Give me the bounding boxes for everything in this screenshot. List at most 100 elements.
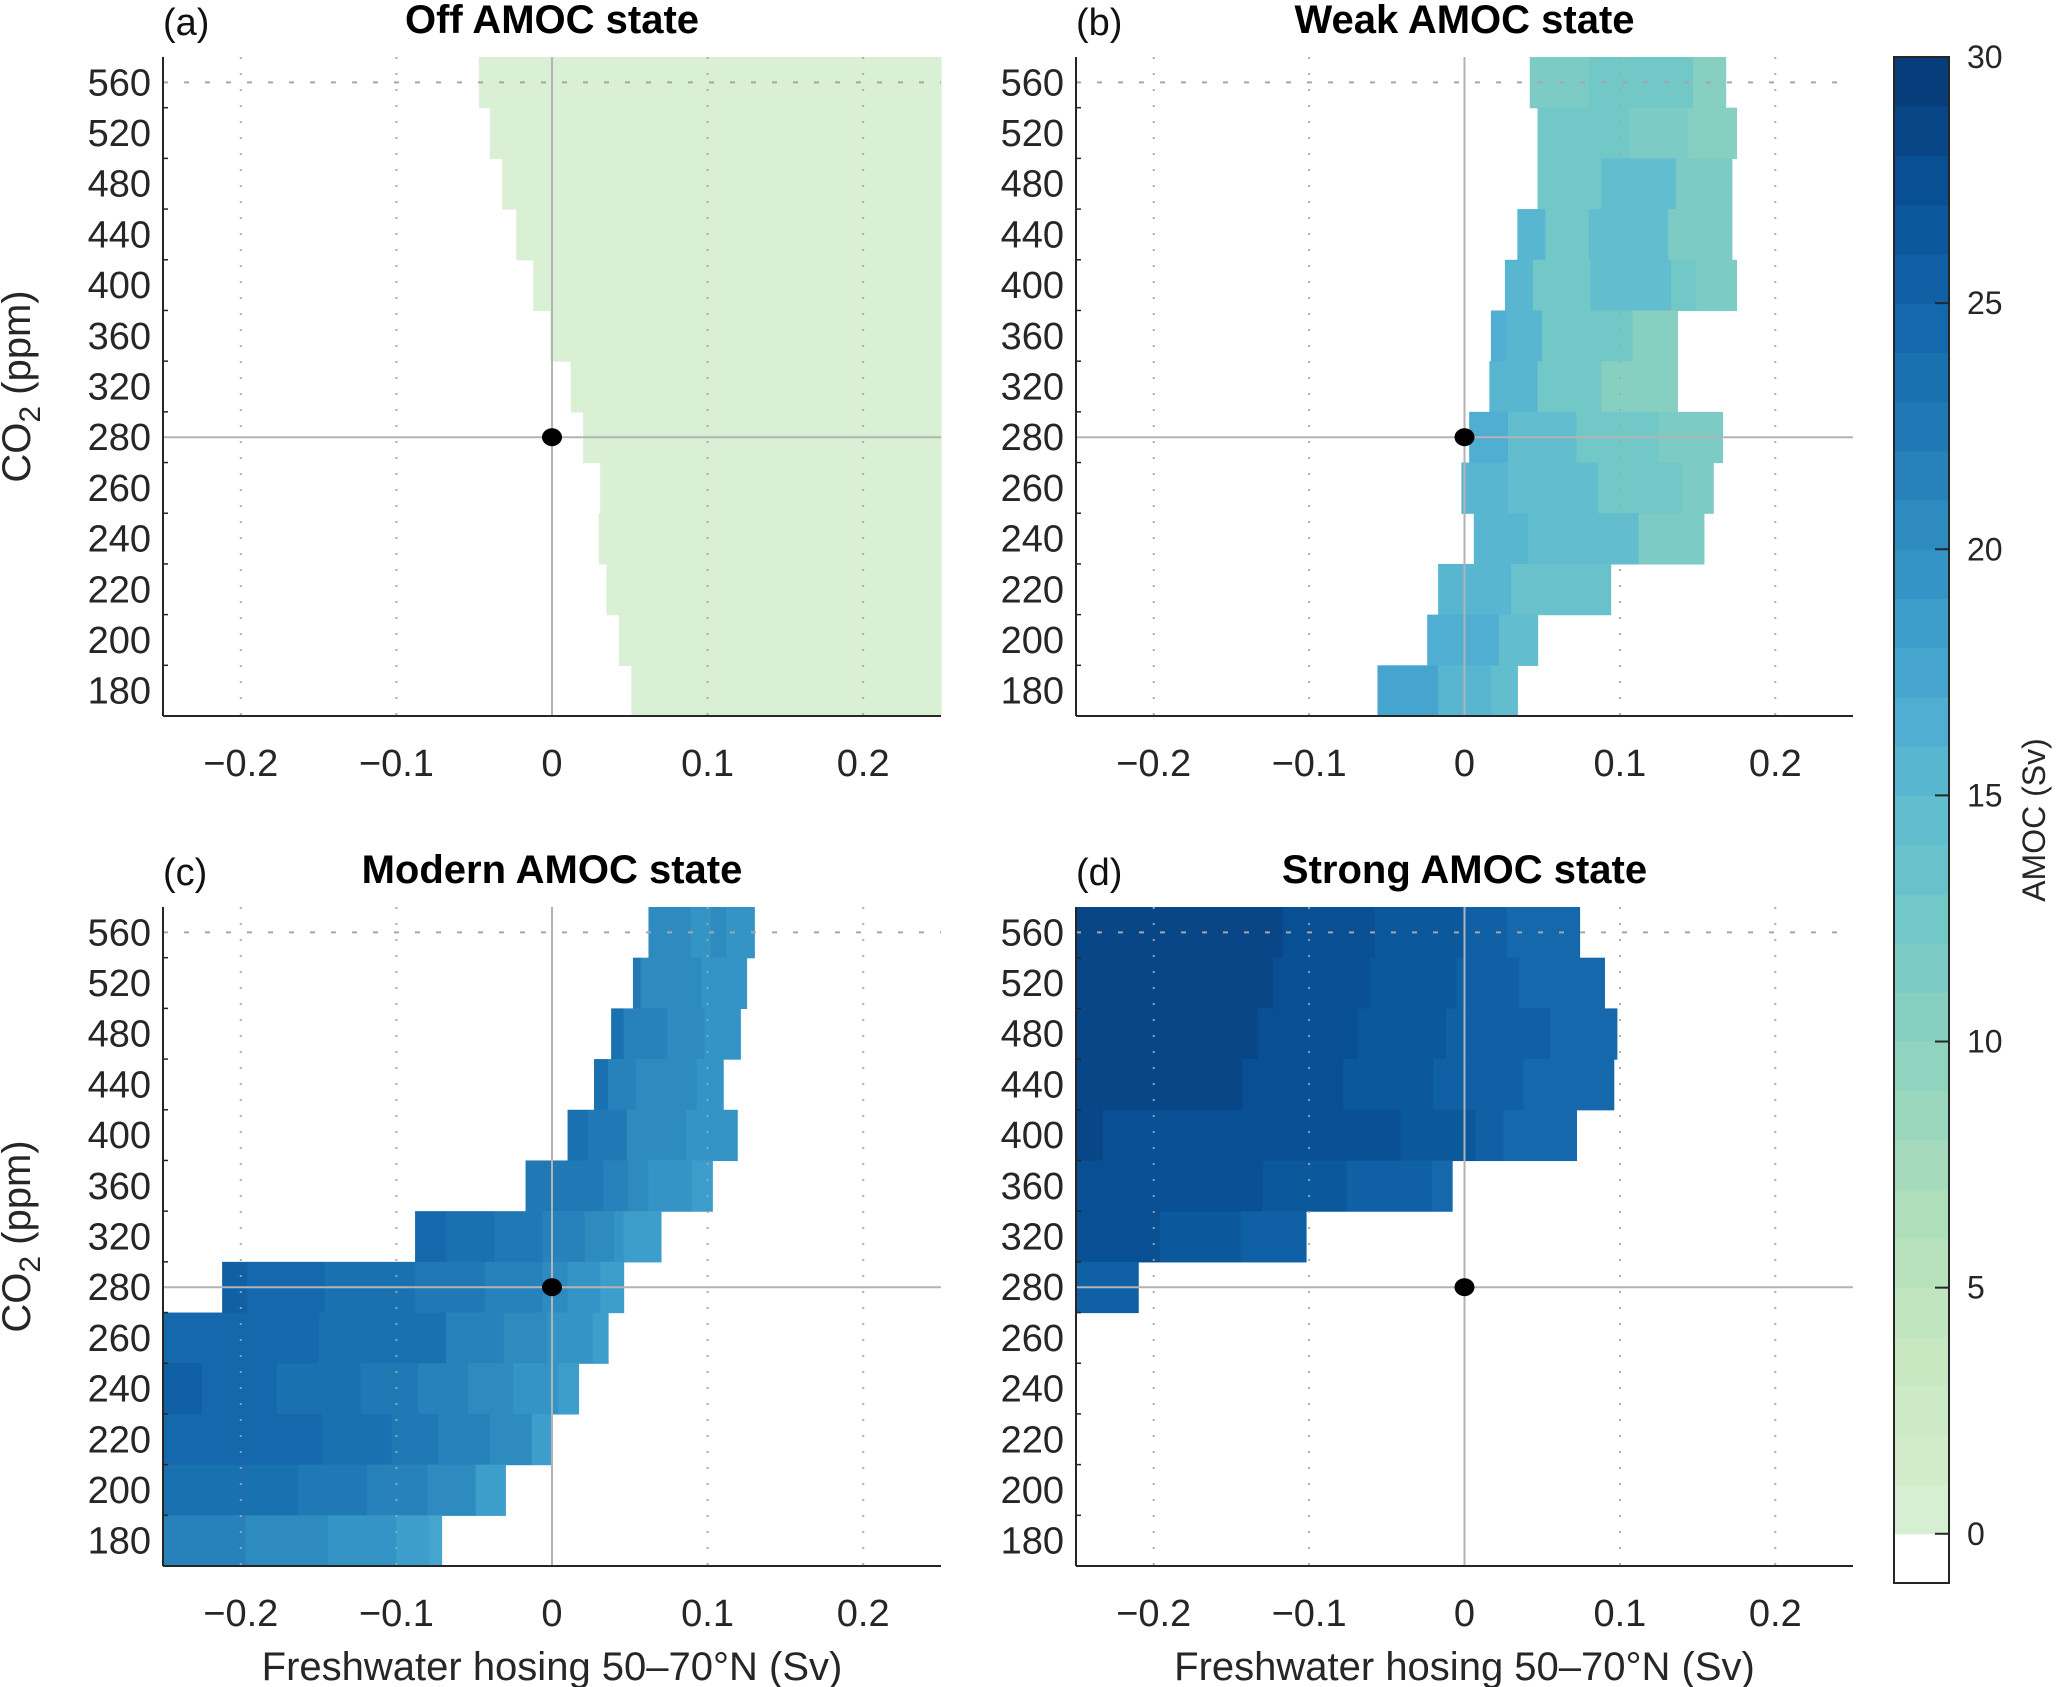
heatmap-cell <box>660 1109 687 1162</box>
heatmap-cell <box>608 1059 637 1111</box>
heatmap-cell <box>1369 957 1458 1009</box>
y-tick-label: 200 <box>88 1470 151 1512</box>
heatmap-cell <box>1559 957 1605 1009</box>
y-tick-label: 440 <box>1001 1064 1064 1106</box>
heatmap-cell <box>628 1160 650 1212</box>
panel-title: Weak AMOC state <box>1294 0 1634 42</box>
y-tick-label: 220 <box>88 569 151 611</box>
colorbar-tick-label: 5 <box>1967 1270 1985 1306</box>
heatmap-cell <box>360 1363 419 1415</box>
heatmap-cell <box>1629 107 1689 159</box>
heatmap-cell <box>503 1312 548 1364</box>
heatmap-cell <box>1076 957 1274 1009</box>
heatmap-cell <box>542 1211 586 1263</box>
heatmap-cell <box>494 1211 544 1263</box>
heatmap-cell <box>1456 957 1520 1009</box>
colorbar-tick-label: 15 <box>1967 777 2003 813</box>
colorbar-bin <box>1894 746 1949 796</box>
heatmap-cell <box>1076 1160 1144 1212</box>
heatmap-cell <box>163 1413 239 1466</box>
heatmap-cell <box>1668 209 1733 261</box>
y-tick-label: 520 <box>88 113 151 155</box>
heatmap-cell <box>388 1312 447 1364</box>
heatmap-cell <box>1688 107 1738 159</box>
colorbar-bin <box>1894 1287 1949 1338</box>
colorbar-bin <box>1894 450 1949 501</box>
heatmap-cell <box>1498 1059 1525 1111</box>
colorbar-bin <box>1894 106 1949 156</box>
heatmap-cell <box>531 1413 553 1466</box>
x-tick-label: −0.1 <box>359 743 434 785</box>
y-axis-label-unit: (ppm) <box>0 290 39 406</box>
heatmap-cell <box>1473 513 1529 565</box>
heatmap-cell <box>489 1413 533 1466</box>
heatmap-cell <box>1343 1059 1435 1111</box>
colorbar-bin <box>1894 1484 1949 1535</box>
heatmap-cell <box>558 1363 580 1415</box>
x-tick-label: −0.1 <box>1272 1593 1347 1635</box>
heatmap-cell <box>1588 209 1669 261</box>
x-tick-label: −0.1 <box>359 1593 434 1635</box>
heatmap-cell <box>418 1363 469 1415</box>
heatmap-cell <box>366 1464 429 1516</box>
x-tick-label: −0.1 <box>1272 743 1347 785</box>
heatmap-cell <box>225 1464 299 1516</box>
y-axis-label-subscript: 2 <box>14 406 47 423</box>
colorbar-bin <box>1894 1386 1949 1436</box>
y-tick-label: 440 <box>1001 214 1064 256</box>
colorbar-bin <box>1894 303 1949 353</box>
y-tick-label: 320 <box>88 1217 151 1259</box>
y-tick-label: 200 <box>88 620 151 662</box>
heatmap-cell <box>1528 513 1640 565</box>
panel-label: (a) <box>163 2 209 44</box>
y-tick-label: 200 <box>1001 1470 1064 1512</box>
x-tick-label: −0.2 <box>203 1593 278 1635</box>
y-tick-label: 280 <box>1001 417 1064 459</box>
y-axis-label-subscript: 2 <box>14 1256 47 1273</box>
y-tick-label: 180 <box>1001 671 1064 713</box>
heatmap-cell <box>1489 361 1539 413</box>
heatmap-cell <box>1427 614 1500 666</box>
heatmap-cell <box>1438 563 1512 616</box>
reference-point-marker <box>1454 1278 1475 1297</box>
x-tick-label: 0 <box>541 1593 562 1635</box>
y-axis-label-unit: (ppm) <box>0 1140 39 1256</box>
heatmap-cell <box>626 1109 662 1162</box>
heatmap-cell <box>715 957 748 1009</box>
heatmap-cell <box>1601 361 1678 413</box>
heatmap-cell <box>547 1312 594 1364</box>
y-tick-label: 260 <box>1001 1318 1064 1360</box>
x-tick-label: −0.2 <box>203 743 278 785</box>
colorbar-bin <box>1894 1336 1949 1387</box>
heatmap-cell <box>1545 209 1590 261</box>
heatmap-cell <box>1512 1008 1551 1060</box>
heatmap-cell <box>1537 361 1602 413</box>
y-tick-label: 400 <box>1001 265 1064 307</box>
colorbar-bin <box>1894 1189 1949 1239</box>
heatmap-cell <box>1346 1160 1433 1212</box>
heatmap-cell <box>611 1008 625 1060</box>
colorbar-bin <box>1894 795 1949 846</box>
y-tick-label: 260 <box>88 1318 151 1360</box>
heatmap-cell <box>648 907 678 959</box>
heatmap-cell <box>1565 907 1581 959</box>
heatmap-cell <box>603 1160 629 1212</box>
x-tick-label: 0 <box>1454 1593 1475 1635</box>
panel-label: (d) <box>1076 852 1122 894</box>
colorbar-bin <box>1894 844 1949 895</box>
heatmap-cell <box>1490 665 1518 717</box>
y-tick-label: 240 <box>88 1369 151 1411</box>
y-tick-label: 400 <box>88 1115 151 1157</box>
y-axis-label: CO2 (ppm) <box>0 290 47 482</box>
y-tick-label: 480 <box>88 164 151 206</box>
heatmap-cell <box>1377 665 1439 717</box>
heatmap-cell <box>1433 1059 1500 1111</box>
heatmap-cell <box>648 1160 693 1212</box>
heatmap-cell <box>429 1515 443 1567</box>
y-tick-label: 560 <box>88 912 151 954</box>
y-tick-label: 320 <box>1001 367 1064 409</box>
x-tick-label: −0.2 <box>1116 1593 1191 1635</box>
heatmap-cell <box>1142 1160 1264 1212</box>
heatmap-cell <box>1287 1109 1402 1162</box>
